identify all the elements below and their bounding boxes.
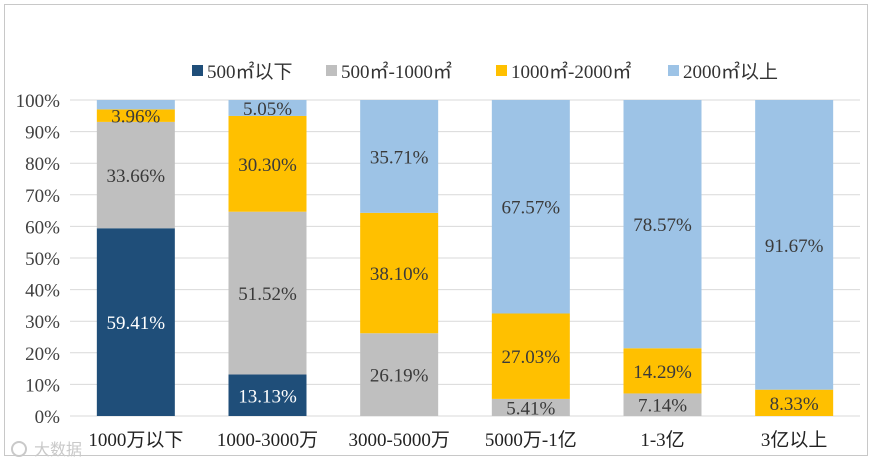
y-tick-label: 60% xyxy=(25,217,60,238)
gridlines xyxy=(70,99,860,417)
bar-segment xyxy=(623,348,702,394)
bar-segment xyxy=(360,333,439,416)
data-label: 7.14% xyxy=(638,396,687,417)
bar-segment xyxy=(491,313,570,399)
y-tick-label: 90% xyxy=(25,123,60,144)
bar-segment xyxy=(96,228,175,416)
y-tick-label: 20% xyxy=(25,344,60,365)
y-tick-label: 100% xyxy=(16,91,61,112)
x-category-label: 3000-5000万 xyxy=(349,430,450,451)
legend-label: 1000㎡-2000㎡ xyxy=(511,60,631,83)
legend-swatch xyxy=(496,65,507,76)
bar-segment xyxy=(96,109,175,122)
data-labels: 59.41% 33.66% 3.96% 13.13% 51.52% 30.30% 5.05%… xyxy=(107,99,824,419)
bar-segment xyxy=(96,121,175,229)
bar-segment xyxy=(491,99,570,314)
y-tick-label: 30% xyxy=(25,312,60,333)
data-label: 38.10% xyxy=(370,264,429,285)
y-tick-label: 10% xyxy=(25,375,60,396)
data-label: 27.03% xyxy=(502,347,561,368)
watermark-text: 大数据 xyxy=(34,440,82,459)
data-label: 3.96% xyxy=(111,107,160,128)
data-label: 5.05% xyxy=(243,99,292,120)
data-label: 51.52% xyxy=(238,284,297,305)
data-label: 91.67% xyxy=(765,236,824,257)
bar-segment xyxy=(228,211,307,375)
bar-segment xyxy=(360,212,439,334)
data-label: 13.13% xyxy=(238,386,297,407)
bar-segment xyxy=(623,100,702,349)
watermark-logo-icon xyxy=(11,441,27,457)
data-label: 67.57% xyxy=(502,198,561,219)
x-category-label: 1000万以下 xyxy=(88,430,183,451)
data-label: 78.57% xyxy=(633,215,692,236)
y-tick-label: 50% xyxy=(25,249,60,270)
legend-swatch xyxy=(326,65,337,76)
watermark: 大数据 xyxy=(11,440,82,459)
data-label: 35.71% xyxy=(370,147,429,168)
y-tick-label: 80% xyxy=(25,154,60,175)
legend-swatch xyxy=(192,65,203,76)
data-label: 30.30% xyxy=(238,155,297,176)
x-category-label: 1000-3000万 xyxy=(217,430,318,451)
data-label: 14.29% xyxy=(633,362,692,383)
data-label: 33.66% xyxy=(107,166,166,187)
bar-segment xyxy=(755,100,834,390)
legend: 500㎡以下 500㎡-1000㎡ 1000㎡-2000㎡ 2000㎡以上 xyxy=(192,60,778,83)
x-category-label: 5000万-1亿 xyxy=(485,429,577,451)
bars xyxy=(96,99,834,416)
legend-label: 500㎡以下 xyxy=(207,60,293,83)
data-label: 59.41% xyxy=(107,313,166,334)
legend-label: 500㎡-1000㎡ xyxy=(341,60,452,83)
y-tick-label: 0% xyxy=(35,407,61,428)
data-label: 5.41% xyxy=(506,398,555,419)
legend-label: 2000㎡以上 xyxy=(683,60,778,83)
y-tick-label: 70% xyxy=(25,186,60,207)
bar-segment xyxy=(623,393,702,416)
data-label: 8.33% xyxy=(770,394,819,415)
y-tick-label: 40% xyxy=(25,281,60,302)
bar-segment xyxy=(228,374,307,416)
bar-segment xyxy=(491,398,570,416)
data-label: 26.19% xyxy=(370,366,429,387)
bar-segment xyxy=(228,100,307,116)
x-category-label: 1-3亿 xyxy=(640,429,684,451)
legend-swatch xyxy=(668,65,679,76)
bar-segment xyxy=(755,389,834,416)
x-axis-categories: 1000万以下 1000-3000万 3000-5000万 5000万-1亿 1-3亿 3… xyxy=(88,429,827,451)
x-category-label: 3亿以上 xyxy=(761,429,828,451)
bar-segment xyxy=(360,100,439,213)
y-axis-ticks: 0% 10% 20% 30% 40% 50% 60% 70% 80% 90% 100% xyxy=(16,91,61,428)
bar-segment xyxy=(96,100,175,110)
bar-segment xyxy=(228,115,307,212)
